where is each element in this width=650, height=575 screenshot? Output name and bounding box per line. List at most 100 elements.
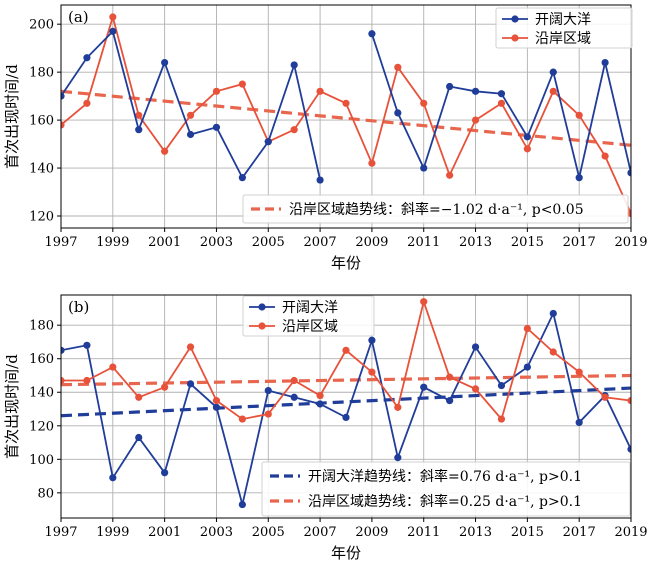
data-point [471,116,480,124]
data-point [238,415,246,423]
trend-legend: 开阔大洋趋势线：斜率=0.76 d·a⁻¹, p>0.1 沿岸区域趋势线：斜率=0… [261,461,631,517]
data-point [264,138,272,146]
data-point [264,386,272,395]
data-point [83,54,91,62]
series-1 [61,13,631,218]
data-point [420,164,428,172]
data-point [161,147,169,155]
trend-line-0 [61,89,631,147]
data-point [471,343,480,351]
data-point [394,63,402,71]
data-point [575,368,583,376]
data-point [61,346,65,354]
y-tick-label: 160 [29,352,54,367]
data-point [601,152,609,160]
data-point [186,111,195,119]
x-axis: 1997 1999 2001 2003 2005 2007 2009 2011 2013 2015… [44,518,648,540]
data-point [523,363,531,371]
data-point [446,397,454,405]
data-point [627,397,631,405]
legend-label: 开阔大洋 [535,12,591,28]
data-point [575,418,583,427]
trend-line-0 [61,386,631,418]
data-point [290,393,298,401]
data-point [627,169,631,177]
legend-marker [258,322,266,330]
data-point [420,298,428,306]
y-tick-label: 100 [29,453,54,468]
data-point [61,376,65,385]
data-point [549,68,557,76]
series-line [61,29,321,181]
data-point [212,397,221,405]
data-point [61,92,65,100]
y-tick-label: 120 [29,419,54,434]
data-point [471,87,480,95]
x-tick-label: 2001 [148,235,181,250]
data-point [394,403,402,411]
y-axis-title: 首次出现时间/d [3,64,21,169]
data-point [61,121,65,129]
data-point [601,58,609,67]
data-point [316,400,324,408]
data-point [523,324,531,333]
y-tick-label: 140 [29,162,54,177]
data-point [368,336,376,344]
x-tick-label: 2003 [200,235,233,250]
data-point [238,80,246,88]
data-point [109,474,117,482]
trend-legend-box [242,194,629,224]
data-point [83,376,91,385]
data-point [290,61,298,69]
data-point [342,346,350,354]
x-tick-label: 2007 [304,525,337,540]
data-point [135,111,143,119]
data-point [135,126,143,134]
data-layer [61,298,631,509]
panel-label: (b) [68,298,89,316]
data-point [290,126,298,134]
data-point [316,87,324,95]
x-tick-label: 2011 [407,525,440,540]
y-tick-label: 180 [29,66,54,81]
y-tick-label: 120 [29,210,54,225]
x-tick-label: 2017 [563,235,596,250]
data-point [420,383,428,391]
series-0 [61,27,631,184]
x-tick-label: 1997 [44,525,77,540]
data-point [161,469,169,477]
y-tick-label: 200 [29,18,54,33]
data-point [368,30,376,38]
trend-legend: 沿岸区域趋势线：斜率=−1.02 d·a⁻¹, p<0.05 [242,194,629,224]
data-point [497,415,506,423]
x-tick-label: 2011 [407,235,440,250]
trend-legend-label: 开阔大洋趋势线：斜率=0.76 d·a⁻¹, p>0.1 [308,468,582,485]
y-axis-title: 首次出现时间/d [3,354,21,459]
x-tick-label: 2009 [355,235,388,250]
data-point [420,99,428,107]
y-tick-label: 180 [29,319,54,334]
x-tick-label: 1999 [96,235,129,250]
x-tick-label: 2019 [614,235,647,250]
data-point [471,385,480,393]
data-point [575,111,583,119]
data-point [109,27,117,35]
legend-box [242,295,375,337]
y-tick-label: 140 [29,386,54,401]
data-point [83,341,91,349]
data-point [446,171,454,179]
data-point [238,174,246,182]
x-tick-label: 2015 [511,235,544,250]
data-point [627,445,631,453]
data-point [290,376,298,385]
data-point [212,87,221,95]
data-point [264,410,272,418]
legend-marker [511,34,519,42]
trend-legend-label: 沿岸区域趋势线：斜率=−1.02 d·a⁻¹, p<0.05 [289,201,584,218]
data-point [212,403,221,411]
data-point [446,82,454,91]
x-tick-label: 2005 [252,235,285,250]
x-axis: 1997 1999 2001 2003 2005 2007 2009 2011 2013 2015… [44,228,648,250]
